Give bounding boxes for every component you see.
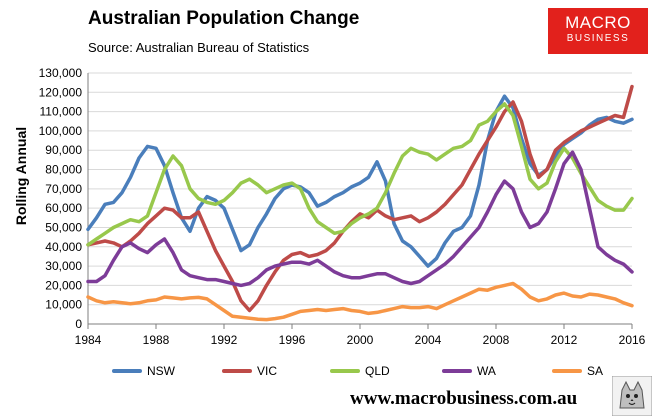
legend-label: WA [477, 364, 496, 378]
chart-title: Australian Population Change [88, 8, 360, 29]
series-line-nsw [86, 94, 634, 268]
series-line-sa [86, 281, 634, 322]
x-tick-label: 1984 [75, 333, 102, 347]
x-tick-label: 2000 [347, 333, 374, 347]
y-tick-label: 130,000 [39, 66, 83, 80]
y-tick-label: 60,000 [45, 201, 82, 215]
series-line-qld [86, 102, 634, 247]
legend-item-vic: VIC [222, 364, 277, 378]
x-tick-label: 1996 [279, 333, 306, 347]
legend-swatch [442, 369, 472, 373]
x-tick-label: 2016 [619, 333, 646, 347]
y-tick-label: 80,000 [45, 163, 82, 177]
y-tick-label: 100,000 [39, 124, 83, 138]
series-line-wa [86, 150, 634, 288]
logo-line-2: BUSINESS [566, 33, 630, 44]
legend-swatch [112, 369, 142, 373]
legend-item-qld: QLD [330, 364, 390, 378]
y-tick-label: 110,000 [40, 105, 83, 119]
legend-item-nsw: NSW [112, 364, 175, 378]
y-tick-label: 0 [75, 317, 82, 331]
x-tick-label: 2004 [415, 333, 442, 347]
y-tick-label: 70,000 [45, 182, 82, 196]
series-line-vic [86, 84, 634, 313]
legend-label: VIC [257, 364, 278, 378]
y-tick-label: 40,000 [45, 240, 82, 254]
y-tick-label: 20,000 [45, 278, 82, 292]
x-tick-label: 2008 [483, 333, 510, 347]
y-tick-label: 30,000 [45, 259, 82, 273]
legend-swatch [552, 369, 582, 373]
x-tick-label: 1992 [211, 333, 238, 347]
logo-line-1: MACRO [565, 13, 631, 32]
legend-label: QLD [365, 364, 390, 378]
chart-source: Source: Australian Bureau of Statistics [88, 40, 310, 55]
legend-swatch [330, 369, 360, 373]
website-url[interactable]: www.macrobusiness.com.au [350, 388, 578, 409]
macrobusiness-logo[interactable]: MACRO BUSINESS [548, 8, 648, 54]
legend-label: SA [587, 364, 604, 378]
y-tick-label: 90,000 [45, 143, 82, 157]
y-tick-label: 120,000 [39, 85, 83, 99]
chart-legend: NSW VIC QLD WA SA [112, 364, 642, 382]
x-tick-label: 1988 [143, 333, 170, 347]
y-tick-label: 10,000 [45, 298, 82, 312]
dog-mascot-icon [612, 376, 652, 416]
legend-item-wa: WA [442, 364, 496, 378]
legend-item-sa: SA [552, 364, 603, 378]
y-tick-label: 50,000 [45, 220, 82, 234]
x-tick-label: 2012 [551, 333, 578, 347]
legend-label: NSW [147, 364, 175, 378]
legend-swatch [222, 369, 252, 373]
